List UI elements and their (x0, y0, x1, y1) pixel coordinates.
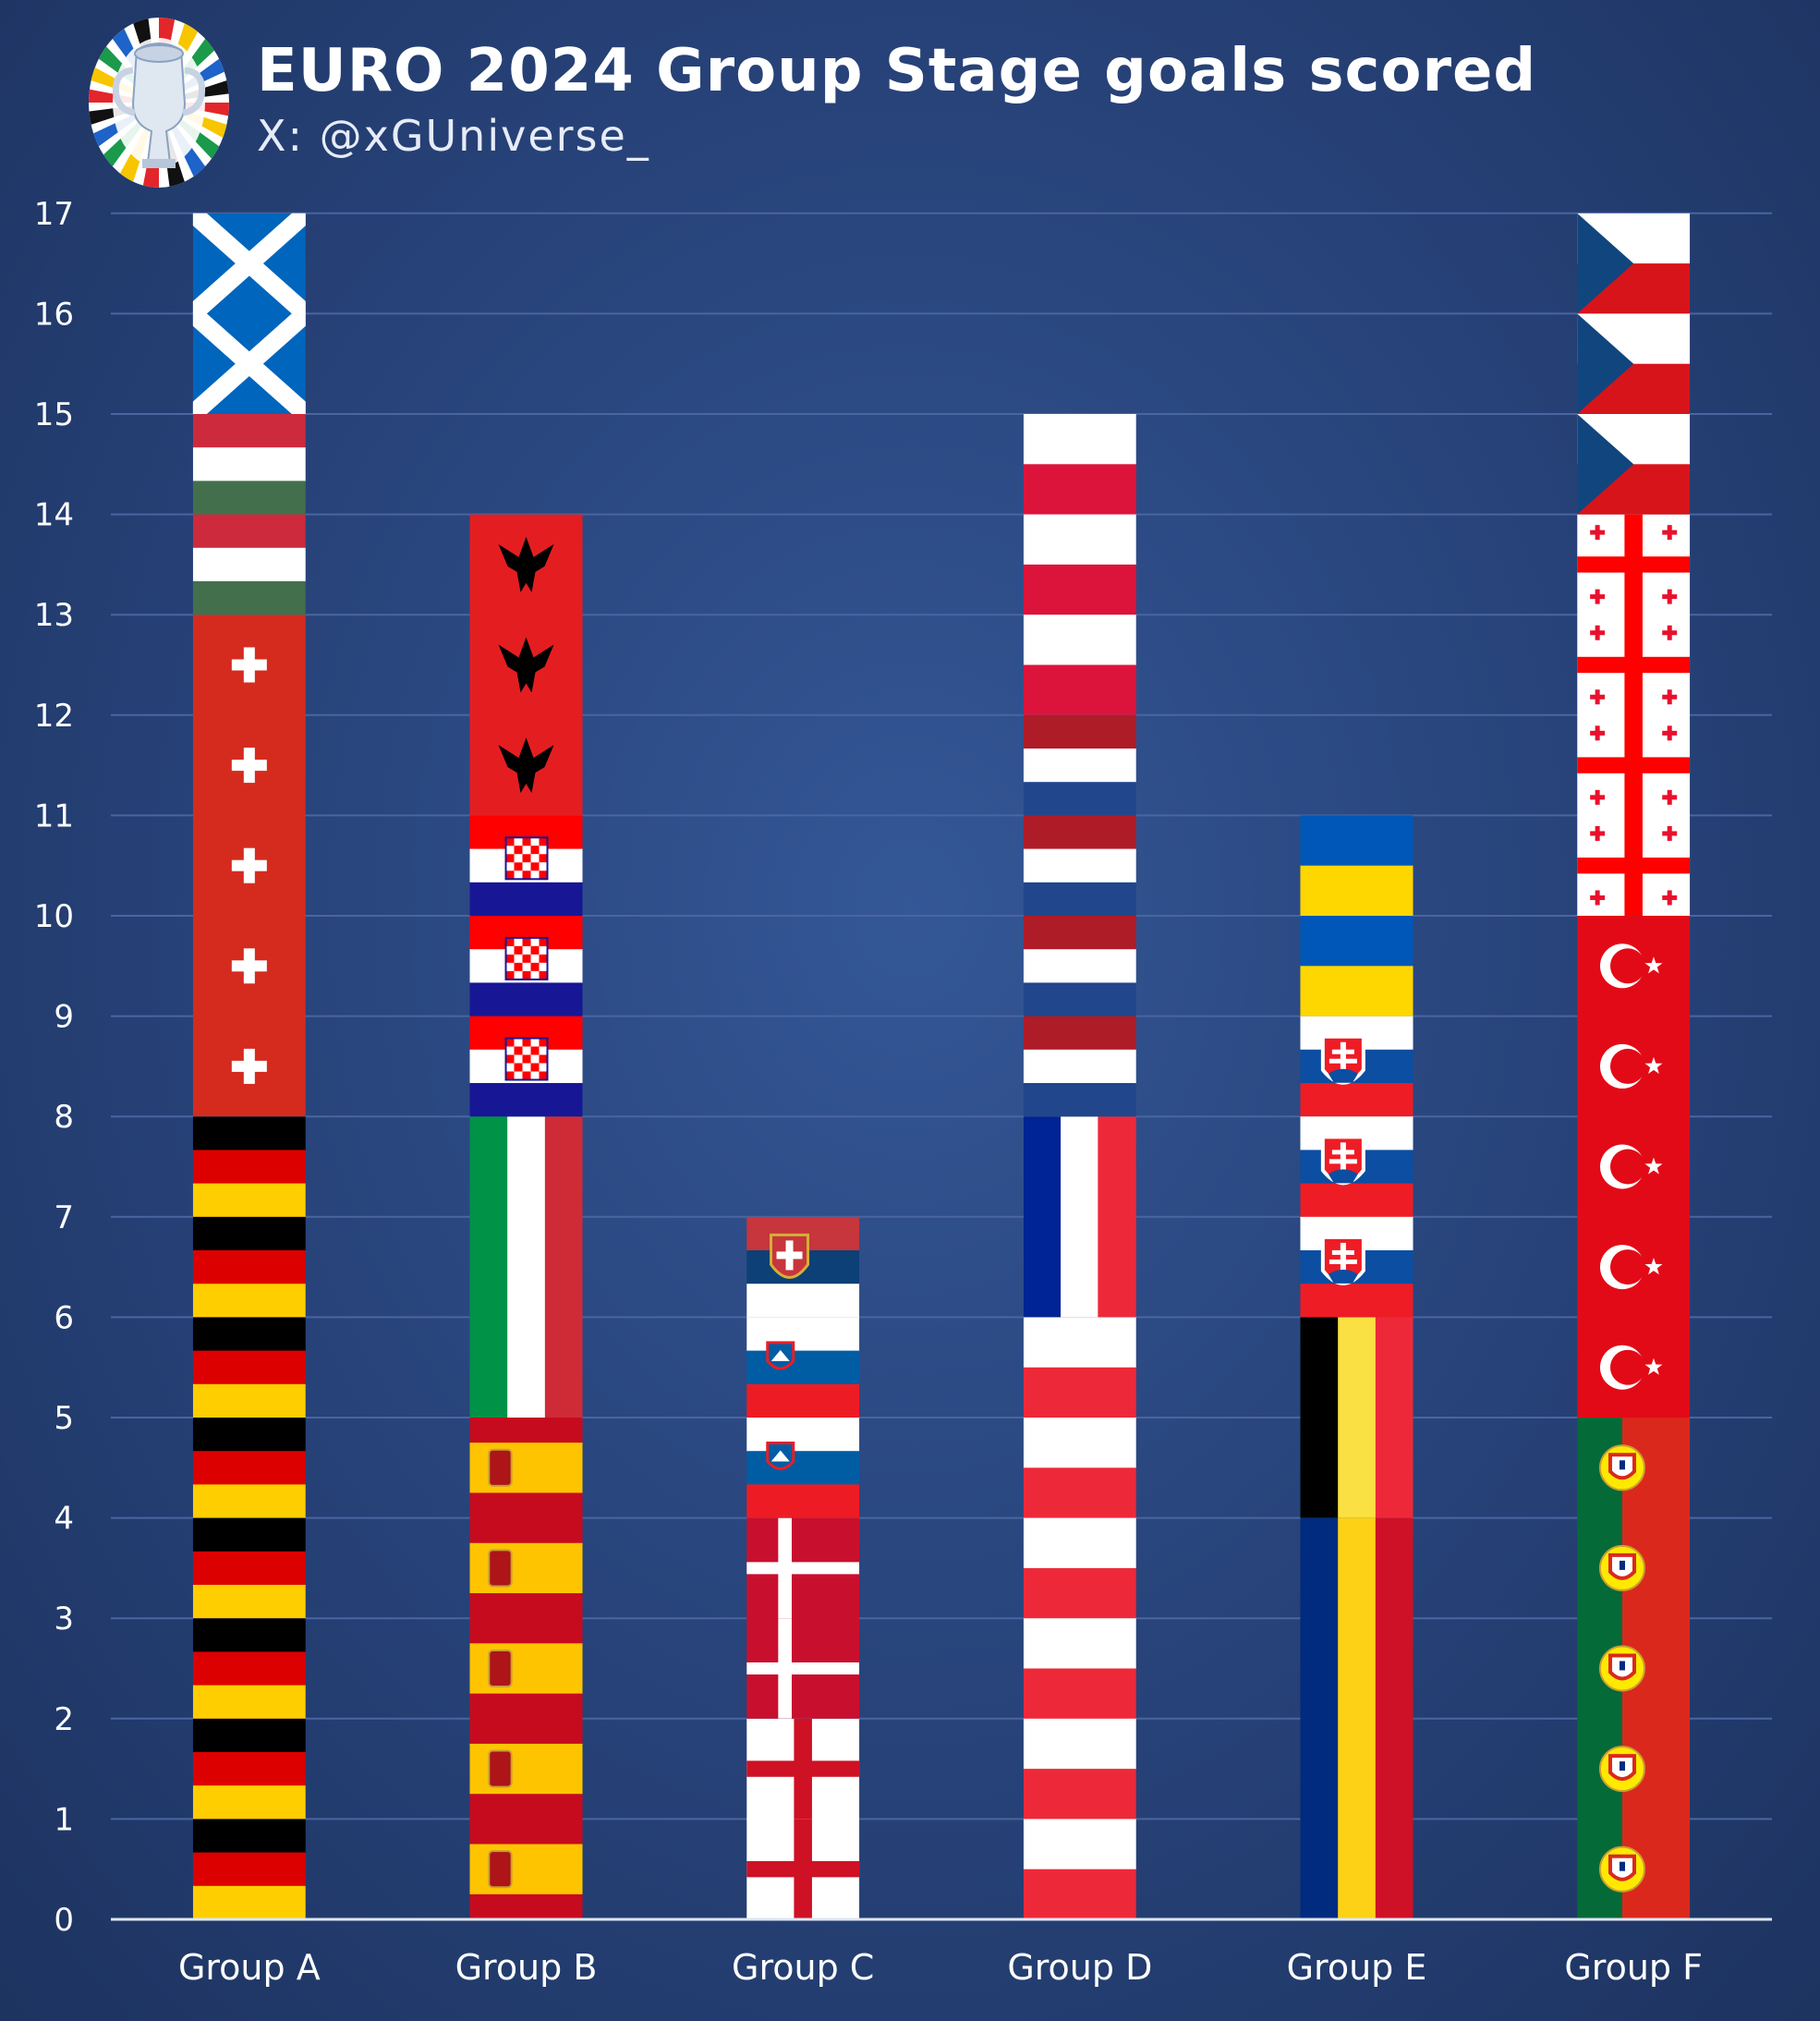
bar-segment-austria (1023, 1317, 1136, 1919)
bar-segment-germany (192, 1116, 306, 1919)
bar-segment-slovenia (746, 1317, 860, 1518)
y-tick-label: 7 (54, 1199, 74, 1236)
euro-2024-trophy-logo (89, 18, 229, 188)
y-tick-label: 15 (34, 396, 74, 433)
y-tick-label: 1 (54, 1801, 74, 1838)
bar-segment-france (1023, 1116, 1136, 1318)
y-tick-label: 4 (54, 1501, 74, 1538)
x-category-label: Group D (1007, 1947, 1152, 1988)
chart-subtitle: X: @xGUniverse_ (257, 111, 650, 161)
y-tick-label: 3 (54, 1601, 74, 1637)
bar-segment-albania (469, 514, 583, 816)
x-category-label: Group B (455, 1947, 598, 1988)
y-tick-label: 16 (34, 296, 74, 333)
bar-segment-scotland (192, 213, 306, 414)
y-tick-label: 12 (34, 698, 74, 735)
bar-group-a (192, 213, 306, 1919)
bar-group-d (1023, 414, 1136, 1919)
bar-segment-netherlands (1023, 714, 1136, 1117)
bar-group-b (469, 514, 583, 1919)
bar-segment-switzerland (192, 615, 306, 1117)
bar-group-f (1577, 213, 1691, 1919)
y-tick-label: 0 (54, 1902, 74, 1939)
bar-segment-georgia (1577, 514, 1691, 916)
y-tick-label: 17 (34, 196, 74, 233)
bar-segment-denmark (746, 1517, 860, 1719)
bar-segment-italy (469, 1116, 583, 1418)
bar-segment-poland (1023, 414, 1136, 715)
bar-segment-ukraine (1300, 815, 1414, 1017)
bar-segment-romania (1300, 1517, 1414, 1919)
bar-segment-serbia (746, 1216, 860, 1318)
bar-group-c (746, 1216, 860, 1920)
y-tick-label: 13 (34, 597, 74, 634)
bar-segment-czechia (1577, 213, 1691, 515)
x-category-label: Group E (1287, 1947, 1427, 1988)
y-tick-label: 11 (34, 797, 74, 834)
bar-segment-spain (469, 1418, 583, 1919)
bar-segment-slovakia (1300, 1016, 1414, 1318)
x-category-label: Group A (178, 1947, 321, 1988)
bar-group-e (1300, 815, 1414, 1919)
y-tick-label: 5 (54, 1400, 74, 1437)
x-category-label: Group C (732, 1947, 874, 1988)
bar-segment-turkey (1577, 916, 1691, 1418)
y-tick-label: 10 (34, 898, 74, 935)
bar-segment-portugal (1577, 1418, 1691, 1919)
y-tick-label: 2 (54, 1701, 74, 1738)
bar-segment-england (746, 1718, 860, 1920)
y-tick-label: 9 (54, 999, 74, 1036)
x-category-label: Group F (1564, 1947, 1703, 1988)
bar-segment-belgium (1300, 1317, 1414, 1518)
y-tick-label: 8 (54, 1099, 74, 1136)
chart-title: EURO 2024 Group Stage goals scored (257, 37, 1537, 105)
y-tick-label: 14 (34, 497, 74, 534)
bar-segment-croatia (469, 815, 583, 1117)
bar-segment-hungary (192, 414, 306, 615)
y-tick-label: 6 (54, 1299, 74, 1336)
